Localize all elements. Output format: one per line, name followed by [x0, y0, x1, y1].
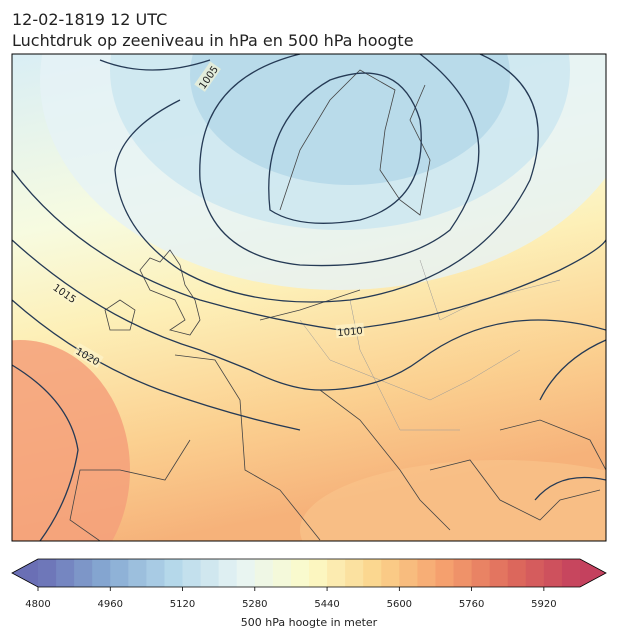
colorbar-segment — [200, 559, 220, 587]
colorbar-tick-label: 5120 — [170, 599, 195, 610]
isobar-label-bg — [194, 61, 221, 92]
height-field-band — [190, 54, 510, 185]
height-field-band — [300, 460, 606, 541]
colorbar-segment — [345, 559, 364, 587]
isobar-label-bg — [50, 279, 81, 306]
colorbar-segment — [110, 559, 129, 587]
coastlines — [69, 69, 606, 541]
colorbar-segment — [417, 559, 436, 587]
isobar-label-bg — [335, 322, 365, 339]
colorbar-segment — [38, 559, 57, 587]
colorbar-segment — [56, 559, 75, 587]
colorbar-segment — [309, 559, 328, 587]
colorbar-tick-label: 4800 — [25, 599, 50, 610]
colorbar-tick-label: 5440 — [314, 599, 339, 610]
map-frame — [11, 53, 607, 542]
isobar-label: 1010 — [337, 326, 363, 339]
colorbar-segment — [290, 559, 310, 587]
title: 12-02-1819 12 UTC — [12, 10, 167, 29]
colorbar-segment — [363, 559, 382, 587]
colorbar-segment — [453, 559, 473, 587]
colorbar-segment — [561, 559, 581, 587]
colorbar-segment — [74, 559, 93, 587]
colorbar-label: 500 hPa hoogte in meter — [241, 616, 378, 629]
colorbar-tick-label: 4960 — [98, 599, 123, 610]
colorbar: 4800 4960 5120 5280 5440 5600 5760 5920 500 hPa … — [11, 558, 607, 629]
colorbar-extend-high — [580, 559, 606, 587]
colorbar-segment — [92, 559, 111, 587]
colorbar-segment — [236, 559, 256, 587]
colorbar-segment — [254, 559, 274, 587]
colorbar-segment — [128, 559, 147, 587]
colorbar-segment — [471, 559, 491, 587]
colorbar-tick-label: 5600 — [387, 599, 412, 610]
colorbar-tick-label: 5920 — [531, 599, 556, 610]
colorbar-segment — [489, 559, 509, 587]
colorbar-segment — [146, 559, 165, 587]
isobars — [12, 54, 606, 541]
isobar-label-bg — [72, 342, 104, 369]
subtitle: Luchtdruk op zeeniveau in hPa en 500 hPa… — [12, 31, 414, 50]
colorbar-segment — [543, 559, 563, 587]
colorbar-segment — [507, 559, 527, 587]
colorbar-tick-label: 5760 — [459, 599, 484, 610]
colorbar-segment — [272, 559, 292, 587]
colorbar-segment — [218, 559, 238, 587]
colorbar-segment — [435, 559, 455, 587]
colorbar-segment — [399, 559, 418, 587]
colorbar-tick-label: 5280 — [242, 599, 267, 610]
colorbar-segment — [182, 559, 202, 587]
colorbar-segment — [327, 559, 346, 587]
colorbar-segment — [164, 559, 184, 587]
height-field-band — [12, 340, 130, 541]
colorbar-segment — [525, 559, 545, 587]
colorbar-extend-low — [12, 559, 38, 587]
colorbar-outline — [11, 558, 607, 588]
colorbar-segment — [381, 559, 400, 587]
map-area — [12, 54, 606, 541]
